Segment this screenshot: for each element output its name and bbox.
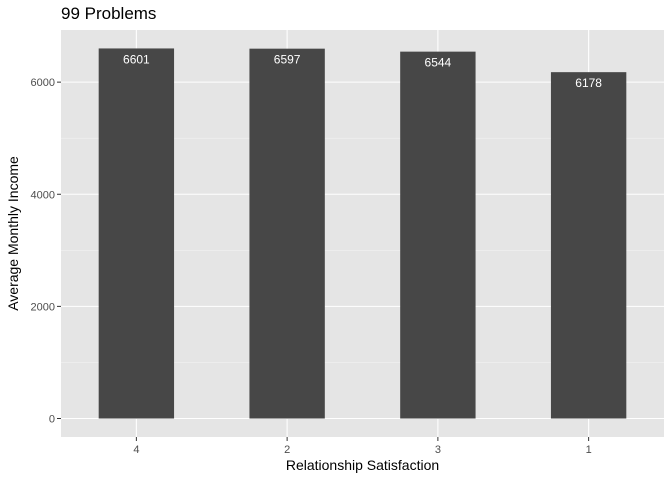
bar-value-label: 6597 <box>274 53 301 67</box>
bar-value-label: 6544 <box>425 56 452 70</box>
bar <box>98 48 175 419</box>
bars: 6601 6597 6544 6178 <box>98 48 627 419</box>
bar-value-label: 6178 <box>575 76 602 90</box>
bar <box>400 51 476 419</box>
y-axis-title: Average Monthly Income <box>5 156 21 311</box>
axis-ticks: 0 2000 4000 6000 4 2 3 1 <box>31 77 592 456</box>
y-tick-label: 2000 <box>31 301 55 313</box>
x-tick-label: 4 <box>133 444 139 456</box>
chart-title: 99 Problems <box>61 4 157 23</box>
x-axis-title: Relationship Satisfaction <box>286 457 439 473</box>
y-tick-label: 6000 <box>31 77 55 89</box>
x-tick-label: 3 <box>435 444 441 456</box>
y-tick-label: 4000 <box>31 189 55 201</box>
bar <box>550 72 627 419</box>
x-tick-label: 1 <box>586 444 592 456</box>
bar <box>249 48 325 419</box>
y-tick-label: 0 <box>49 414 55 426</box>
x-tick-label: 2 <box>284 444 290 456</box>
bar-value-label: 6601 <box>123 52 150 66</box>
